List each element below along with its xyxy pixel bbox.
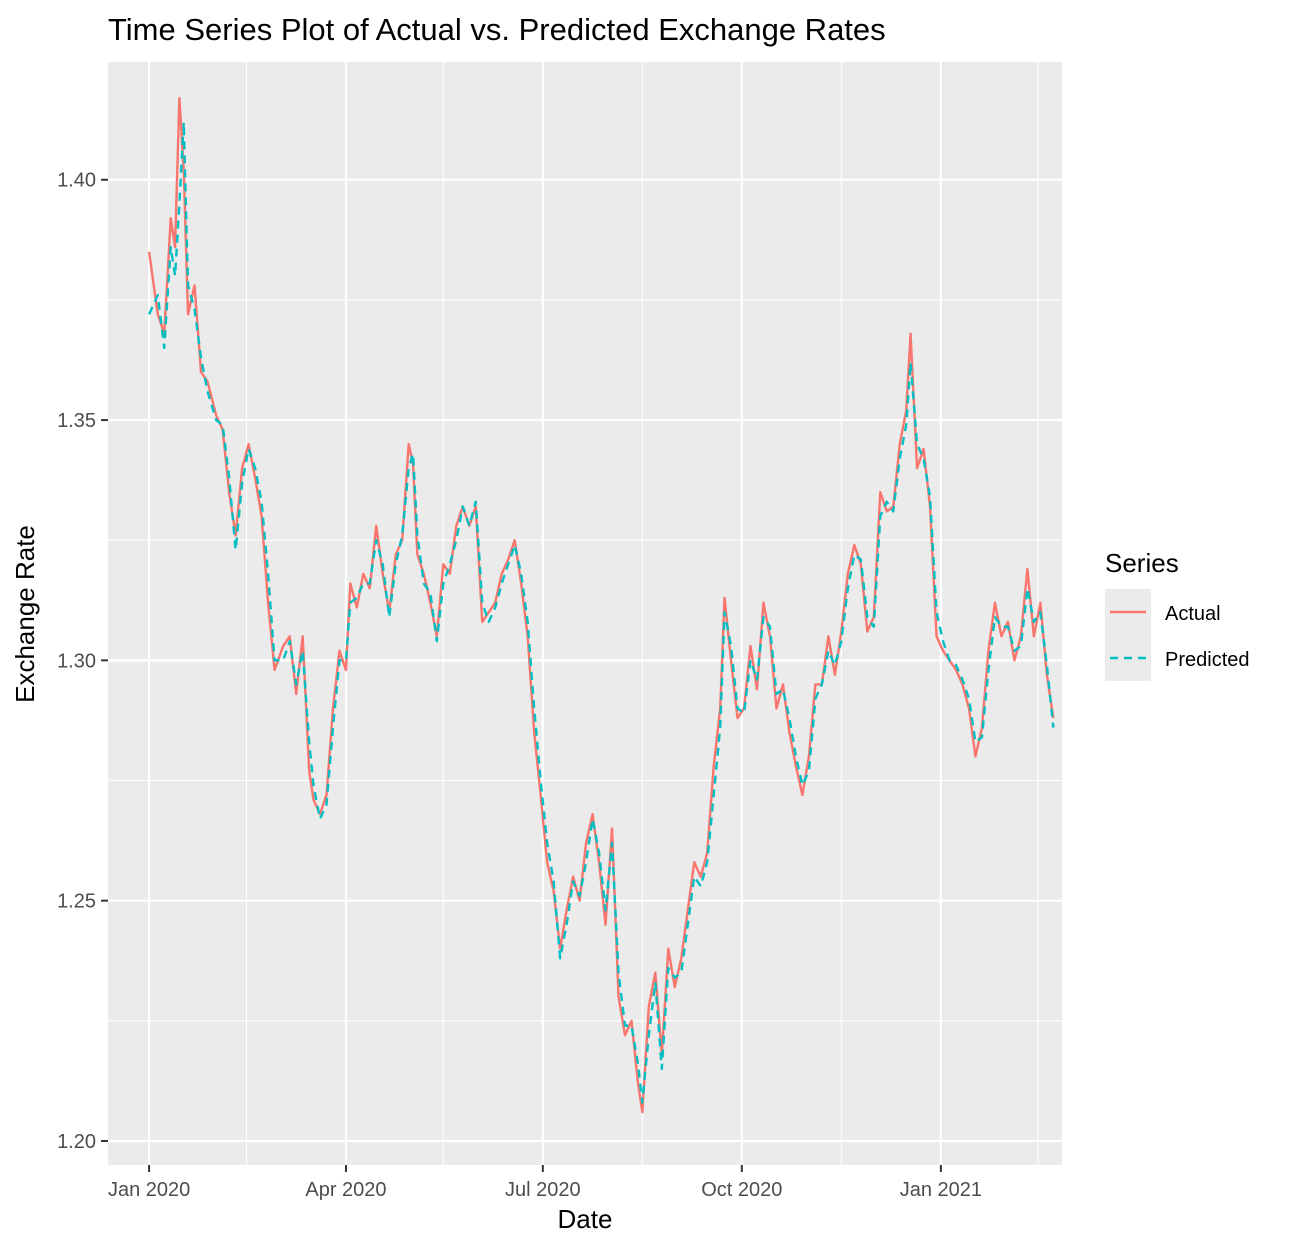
legend-title: Series: [1105, 548, 1179, 578]
major-gridlines: [108, 62, 1062, 1165]
x-tick-label: Jan 2020: [108, 1179, 190, 1201]
legend: Series Actual Predicted: [1105, 548, 1250, 681]
legend-label-actual: Actual: [1165, 603, 1221, 625]
x-tick-label: Apr 2020: [305, 1179, 386, 1201]
series-line-predicted: [148, 120, 1055, 1104]
series-layer: [147, 96, 1055, 1114]
chart-title: Time Series Plot of Actual vs. Predicted…: [108, 12, 886, 47]
series-line-actual: [147, 96, 1055, 1114]
y-tick-label: 1.40: [57, 170, 96, 192]
y-tick-label: 1.30: [57, 650, 96, 672]
x-axis: Jan 2020 Apr 2020 Jul 2020 Oct 2020 Jan 2021: [108, 1165, 982, 1201]
y-axis: 1.20 1.25 1.30 1.35 1.40: [57, 170, 108, 1153]
y-tick-label: 1.20: [57, 1131, 96, 1153]
y-tick-label: 1.25: [57, 891, 96, 913]
legend-label-predicted: Predicted: [1165, 649, 1250, 671]
x-tick-label: Jul 2020: [505, 1179, 581, 1201]
y-tick-label: 1.35: [57, 410, 96, 432]
x-tick-label: Oct 2020: [701, 1179, 782, 1201]
x-axis-title: Date: [558, 1204, 613, 1234]
x-tick-label: Jan 2021: [900, 1179, 982, 1201]
y-axis-title: Exchange Rate: [10, 525, 40, 703]
plot-panel: [108, 62, 1062, 1165]
